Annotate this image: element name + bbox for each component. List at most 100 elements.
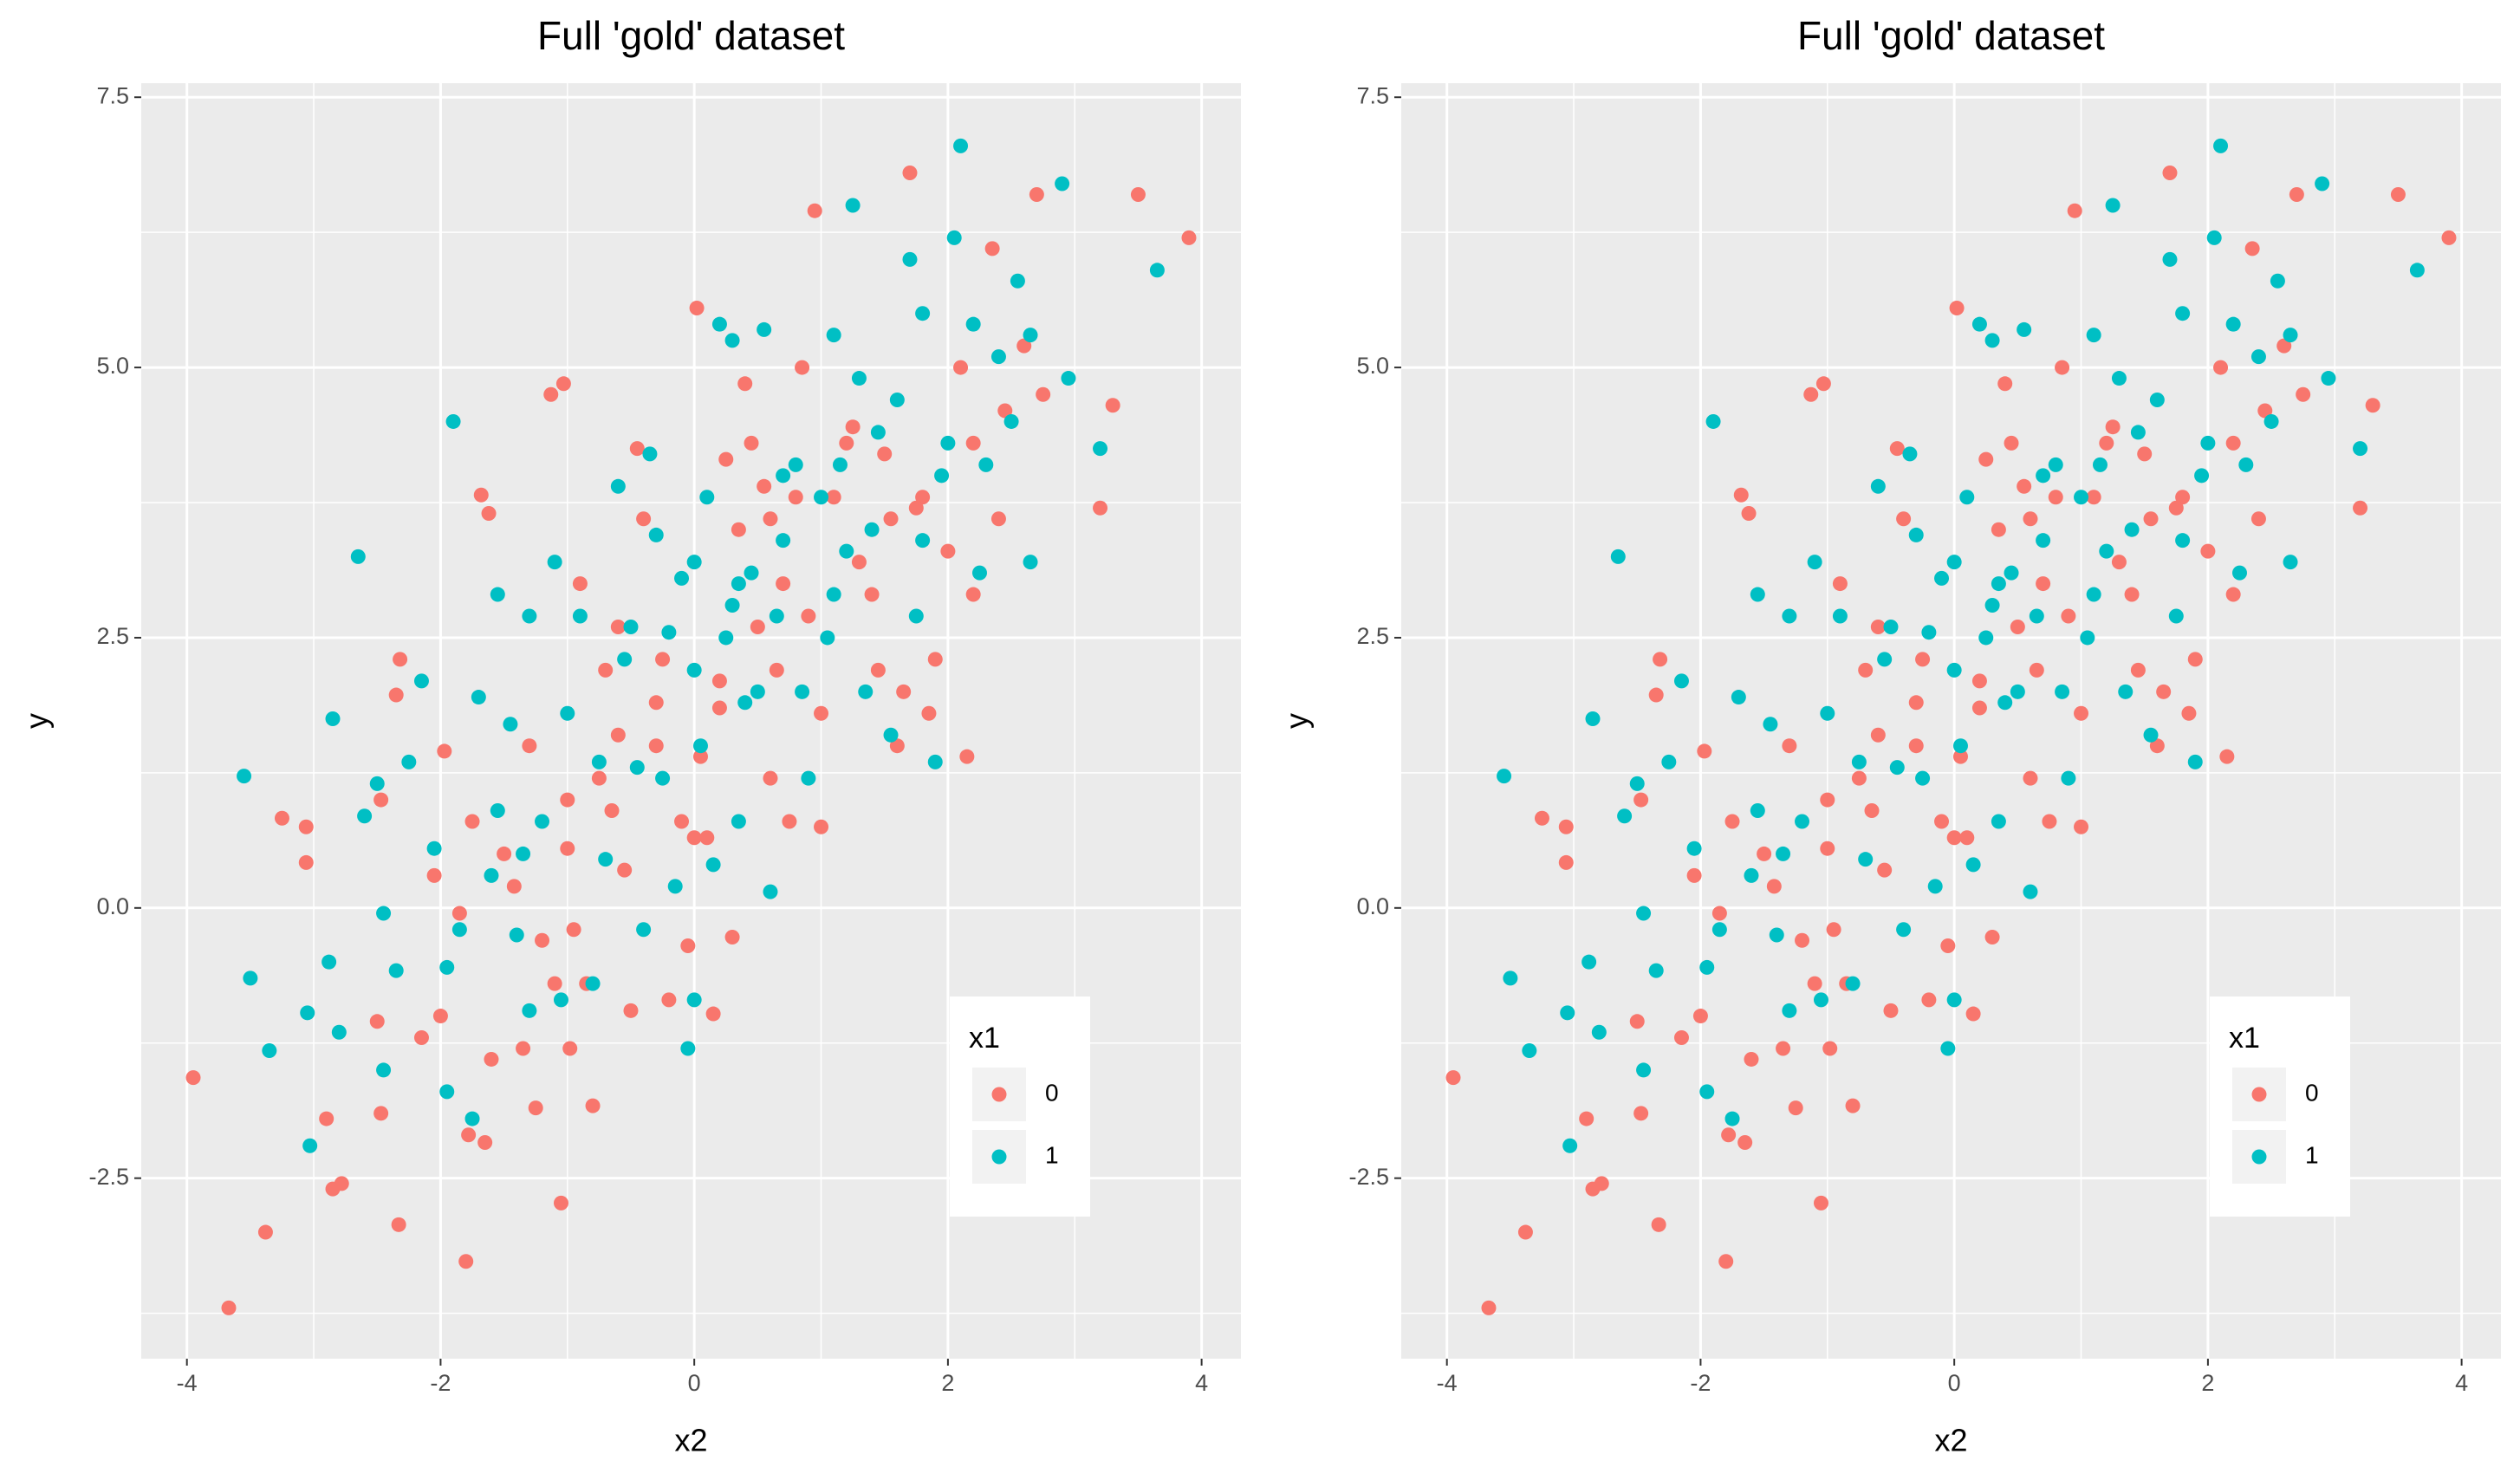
point xyxy=(2143,511,2159,527)
point xyxy=(516,846,531,861)
point xyxy=(1971,673,1987,689)
point xyxy=(1807,555,1822,570)
point xyxy=(376,906,392,921)
point xyxy=(257,1224,273,1240)
point xyxy=(437,743,452,759)
point xyxy=(331,1024,347,1040)
x-tick-label: 0 xyxy=(688,1370,701,1396)
point xyxy=(451,906,467,921)
point xyxy=(915,533,931,549)
x-tick-label: -4 xyxy=(1437,1370,1458,1396)
point xyxy=(598,662,614,678)
point xyxy=(1921,992,1937,1008)
point xyxy=(2092,457,2108,472)
point xyxy=(1629,776,1645,791)
y-tick-label: 7.5 xyxy=(96,82,129,108)
point xyxy=(477,1135,493,1151)
point xyxy=(1130,186,1146,202)
point xyxy=(2105,419,2121,435)
point xyxy=(471,690,486,705)
y-tick-label: -2.5 xyxy=(1348,1164,1389,1190)
point xyxy=(1594,1176,1609,1191)
point xyxy=(1971,700,1987,716)
point xyxy=(731,814,746,829)
point xyxy=(1003,413,1019,429)
point xyxy=(763,770,778,786)
point xyxy=(2023,511,2038,527)
point xyxy=(393,652,408,667)
point xyxy=(814,705,829,721)
point xyxy=(1915,770,1931,786)
point xyxy=(711,316,727,332)
point xyxy=(1782,738,1797,754)
point xyxy=(1959,490,1975,505)
x-tick-label: 4 xyxy=(1195,1370,1208,1396)
point xyxy=(458,1254,474,1269)
point xyxy=(451,922,467,938)
point xyxy=(2441,230,2457,245)
point xyxy=(585,976,601,991)
point xyxy=(667,879,683,894)
point xyxy=(2061,770,2076,786)
point xyxy=(1965,1006,1981,1022)
point xyxy=(1581,954,1597,970)
point xyxy=(1522,1042,1537,1058)
point xyxy=(2023,884,2038,899)
point xyxy=(461,1127,477,1143)
point xyxy=(1750,587,1765,602)
legend-marker xyxy=(2251,1149,2267,1165)
point xyxy=(1769,927,1784,943)
point xyxy=(321,954,337,970)
point xyxy=(655,652,671,667)
point xyxy=(737,376,753,392)
legend-title: x1 xyxy=(969,1022,1000,1055)
point xyxy=(2061,608,2076,624)
point xyxy=(1965,857,1981,873)
point xyxy=(946,230,962,245)
point xyxy=(642,446,658,462)
legend-marker xyxy=(991,1087,1007,1102)
point xyxy=(661,992,677,1008)
point xyxy=(2124,522,2140,537)
point xyxy=(506,879,522,894)
point xyxy=(2036,468,2051,484)
point xyxy=(1633,792,1649,808)
point xyxy=(2225,587,2241,602)
point xyxy=(801,770,816,786)
point xyxy=(2099,435,2114,451)
point xyxy=(1558,854,1574,870)
point xyxy=(2004,565,2019,581)
point xyxy=(782,814,797,829)
point xyxy=(1610,549,1626,564)
point xyxy=(2055,360,2070,375)
point xyxy=(1711,922,1727,938)
point xyxy=(509,927,524,943)
point xyxy=(864,522,880,537)
point xyxy=(1984,598,2000,613)
point xyxy=(1889,760,1905,776)
point xyxy=(1585,711,1601,727)
point xyxy=(562,1041,578,1056)
y-axis-label: y xyxy=(19,713,55,729)
point xyxy=(1782,608,1797,624)
point xyxy=(2168,500,2184,516)
legend-label: 0 xyxy=(1045,1079,1059,1106)
point xyxy=(2029,662,2044,678)
point xyxy=(971,565,987,581)
point xyxy=(2353,500,2368,516)
point xyxy=(2010,684,2025,699)
point xyxy=(2074,490,2089,505)
y-axis-label: y xyxy=(1279,713,1315,729)
point xyxy=(1813,1195,1828,1211)
point xyxy=(750,619,765,634)
point xyxy=(2257,403,2273,419)
point xyxy=(1686,841,1702,856)
point xyxy=(2250,511,2266,527)
x-tick-label: 2 xyxy=(941,1370,954,1396)
point xyxy=(661,625,677,640)
point xyxy=(1908,527,1924,542)
point xyxy=(1845,1098,1861,1113)
point xyxy=(2231,565,2247,581)
point xyxy=(953,138,969,153)
